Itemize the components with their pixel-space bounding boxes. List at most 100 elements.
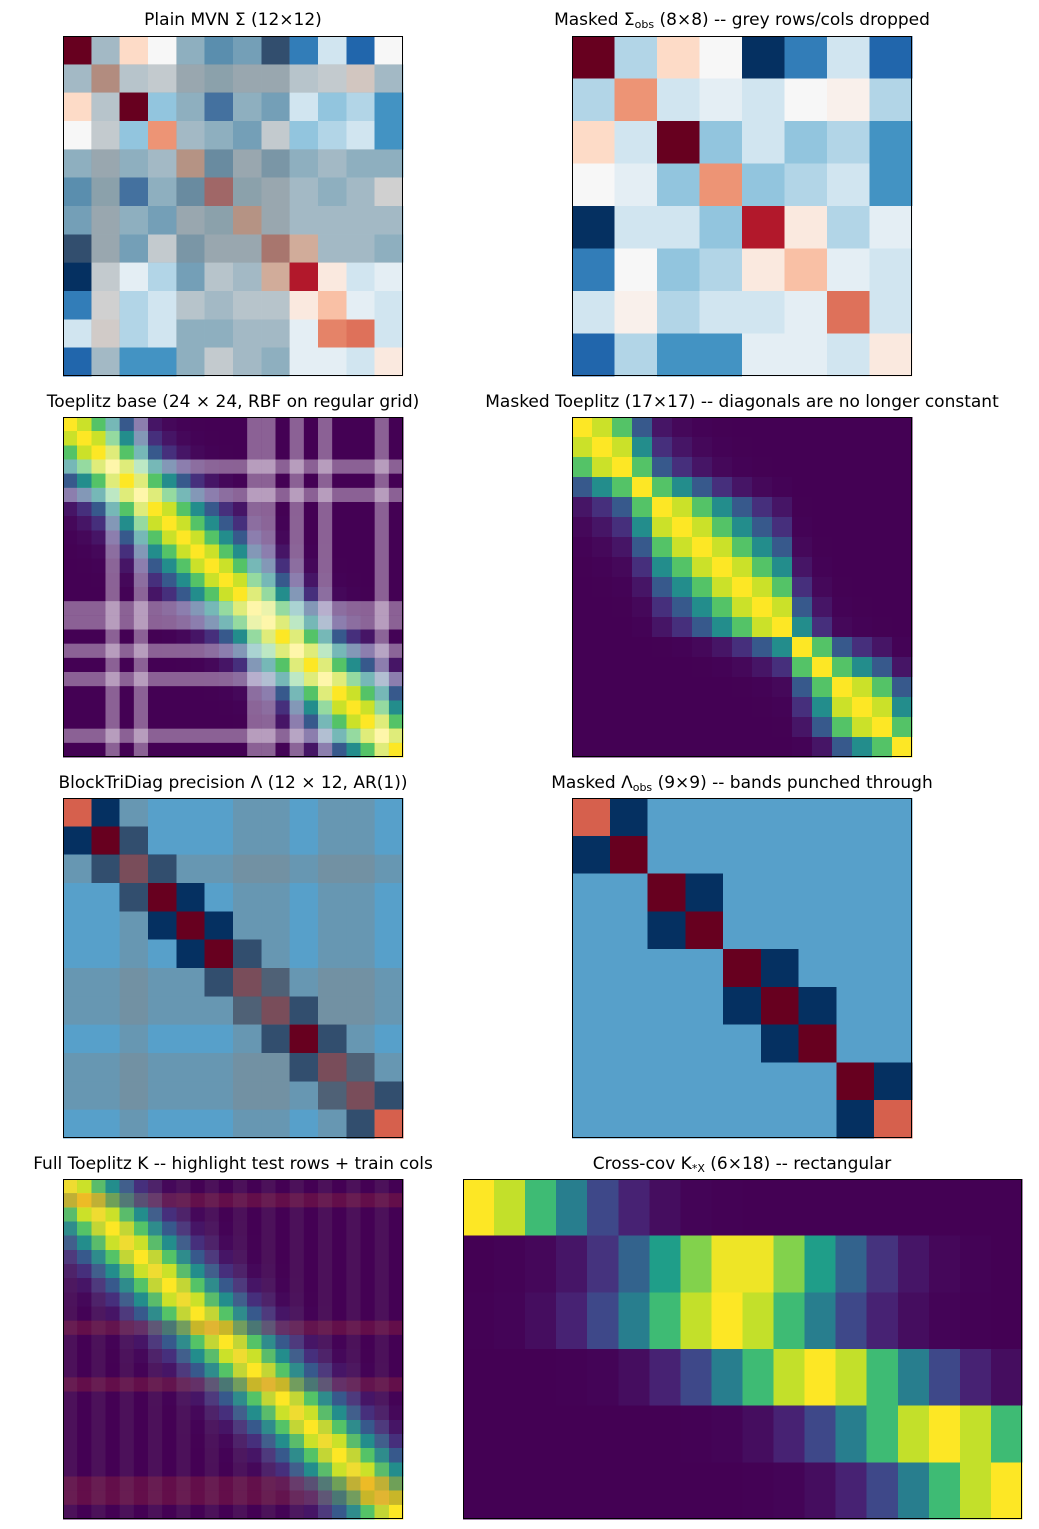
heatmap-cell [119, 1235, 135, 1251]
heatmap-cell [692, 577, 713, 598]
heatmap-cell [105, 1221, 121, 1237]
heatmap-cell [91, 883, 121, 912]
heatmap-cell [592, 657, 613, 678]
heatmap-cell [176, 1053, 206, 1082]
heatmap-cell [77, 1235, 92, 1251]
heatmap-cell [374, 262, 404, 292]
heatmap-cell [374, 64, 404, 94]
heatmap-cell [318, 672, 333, 687]
heatmap-cell [990, 1235, 1023, 1293]
heatmap-cell [63, 1448, 78, 1463]
heatmap-cell [318, 1363, 333, 1378]
heatmap-cell [77, 700, 92, 716]
heatmap-cell [261, 1292, 277, 1308]
heatmap-cell [261, 1081, 291, 1111]
mask-band [63, 1490, 403, 1505]
heatmap-cell [63, 459, 78, 475]
heatmap-cell [346, 558, 362, 574]
heatmap-cell [388, 587, 404, 602]
heatmap-cell [63, 1081, 92, 1111]
heatmap-cell [798, 798, 838, 837]
heatmap-cell [773, 1292, 806, 1350]
heatmap-cell [897, 1179, 930, 1237]
heatmap-cell [63, 1053, 92, 1082]
heatmap-cell [388, 1405, 404, 1421]
heatmap-cell [261, 459, 277, 475]
heatmap-cell [247, 1405, 262, 1421]
heatmap-cell [374, 1053, 404, 1082]
heatmap-cell [261, 92, 291, 122]
heatmap-cell [247, 572, 262, 588]
heatmap-cell [148, 728, 163, 744]
heatmap-cell [303, 487, 319, 503]
heatmap-cell [732, 737, 753, 758]
heatmap-cell [133, 1292, 149, 1308]
heatmap-cell [614, 163, 658, 207]
heatmap-cell [374, 728, 390, 744]
heatmap-cell [190, 1363, 206, 1378]
heatmap-cell [233, 672, 248, 687]
heatmap-cell [289, 445, 305, 461]
heatmap-cell [176, 1235, 192, 1251]
heatmap-cell [318, 64, 347, 94]
heatmap-cell [77, 629, 92, 645]
heatmap-cell [218, 601, 234, 616]
heatmap-cell [892, 497, 913, 518]
heatmap-cell [303, 700, 319, 716]
heatmap-cell [148, 92, 177, 122]
heatmap-cell [712, 737, 733, 758]
heatmap-cell [852, 557, 873, 578]
heatmap-cell [119, 1306, 135, 1322]
heatmap-cell [289, 1053, 319, 1082]
mask-band [176, 36, 205, 376]
heatmap-cell [303, 431, 319, 446]
heatmap-cell [204, 742, 220, 758]
heatmap-cell [63, 234, 92, 264]
heatmap-cell [360, 686, 376, 701]
heatmap-cell [289, 1081, 319, 1111]
heatmap-cell [275, 530, 291, 546]
heatmap-cell [360, 1278, 376, 1293]
heatmap-cell [119, 530, 135, 546]
heatmap-cell [176, 1292, 192, 1308]
heatmap-cell [261, 1179, 277, 1194]
heatmap-cell [63, 911, 92, 941]
heatmap-cell [804, 1405, 837, 1463]
heatmap-cell [105, 1278, 121, 1293]
heatmap-cell [133, 587, 149, 602]
heatmap-cell [119, 1264, 135, 1279]
heatmap-cell [832, 637, 853, 658]
heatmap-cell [91, 502, 107, 517]
heatmap-cell [592, 417, 613, 438]
heatmap-cell [176, 572, 192, 588]
heatmap-cell [233, 714, 248, 730]
heatmap-cell [233, 92, 262, 122]
heatmap-cell [374, 1109, 404, 1139]
heatmap-cell [204, 728, 220, 744]
heatmap-cell [133, 1490, 149, 1506]
heatmap-cell [872, 497, 893, 518]
heatmap-cell [792, 677, 813, 698]
heatmap-cell [119, 1391, 135, 1407]
heatmap-cell [247, 1193, 262, 1208]
heatmap-cell [190, 700, 206, 716]
heatmap-cell [289, 572, 305, 588]
heatmap-cell [176, 177, 206, 207]
heatmap-cell [346, 544, 362, 560]
heatmap-cell [712, 637, 733, 658]
heatmap-cell [303, 714, 319, 730]
heatmap-cell [105, 1363, 121, 1378]
heatmap-cell [176, 1081, 206, 1111]
heatmap-cell [148, 798, 177, 827]
heatmap-cell [332, 1377, 347, 1393]
heatmap-cell [892, 677, 913, 698]
heatmap-cell [332, 728, 347, 744]
heatmap-cell [374, 798, 404, 827]
heatmap-cell [247, 601, 262, 616]
heatmap-cell [632, 577, 653, 598]
heatmap-cell [742, 1405, 775, 1463]
heatmap-cell [772, 657, 793, 678]
heatmap-cell [289, 473, 305, 489]
heatmap-cell [303, 1349, 319, 1364]
heatmap-cell [162, 728, 177, 744]
